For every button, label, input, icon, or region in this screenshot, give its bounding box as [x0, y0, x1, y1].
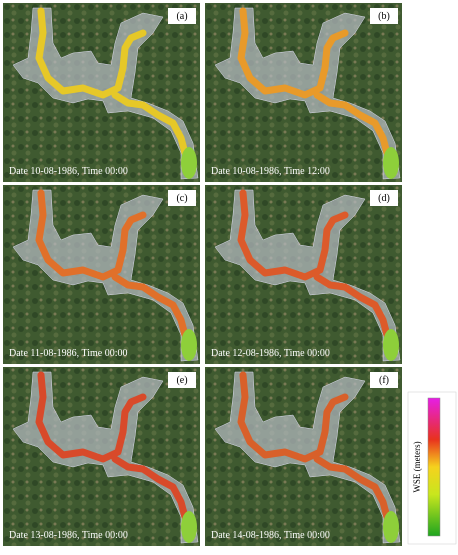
- panel-label: (d): [378, 193, 390, 204]
- label-box: [168, 8, 196, 24]
- map-panel: (a) Date 10-08-1986, Time 00:00: [3, 3, 200, 182]
- reservoir: [383, 329, 399, 361]
- panel-label: (f): [379, 375, 389, 386]
- map-panel: (e) Date 13-08-1986, Time 00:00: [3, 367, 200, 546]
- panel-label: (e): [176, 375, 187, 386]
- map-panel: (d) Date 12-08-1986, Time 00:00: [205, 185, 402, 364]
- color-ramp: [427, 397, 441, 537]
- panel-label: (c): [176, 193, 187, 204]
- label-box: [370, 190, 398, 206]
- panel-caption: Date 10-08-1986, Time 12:00: [211, 166, 330, 177]
- label-box: [370, 372, 398, 388]
- river-wse: [237, 189, 391, 339]
- river-wse: [35, 7, 189, 157]
- reservoir: [181, 329, 197, 361]
- colorbar: WSE (meters): [407, 391, 457, 545]
- reservoir: [383, 511, 399, 543]
- panel-caption: Date 13-08-1986, Time 00:00: [9, 530, 128, 541]
- reservoir: [181, 147, 197, 179]
- river-wse: [237, 371, 391, 521]
- river-wse: [237, 7, 391, 157]
- panel-caption: Date 10-08-1986, Time 00:00: [9, 166, 128, 177]
- map-panel: (c) Date 11-08-1986, Time 00:00: [3, 185, 200, 364]
- map-panel: (f) Date 14-08-1986, Time 00:00: [205, 367, 402, 546]
- panel-caption: Date 14-08-1986, Time 00:00: [211, 530, 330, 541]
- river-wse: [35, 371, 189, 521]
- panel-label: (b): [378, 11, 390, 22]
- map-panel: (b) Date 10-08-1986, Time 12:00: [205, 3, 402, 182]
- panel-caption: Date 12-08-1986, Time 00:00: [211, 348, 330, 359]
- label-box: [168, 372, 196, 388]
- panel-caption: Date 11-08-1986, Time 00:00: [9, 348, 128, 359]
- colorbar-title: WSE (meters): [412, 441, 422, 492]
- label-box: [370, 8, 398, 24]
- river-wse: [35, 189, 189, 339]
- reservoir: [383, 147, 399, 179]
- reservoir: [181, 511, 197, 543]
- panel-label: (a): [176, 11, 187, 22]
- label-box: [168, 190, 196, 206]
